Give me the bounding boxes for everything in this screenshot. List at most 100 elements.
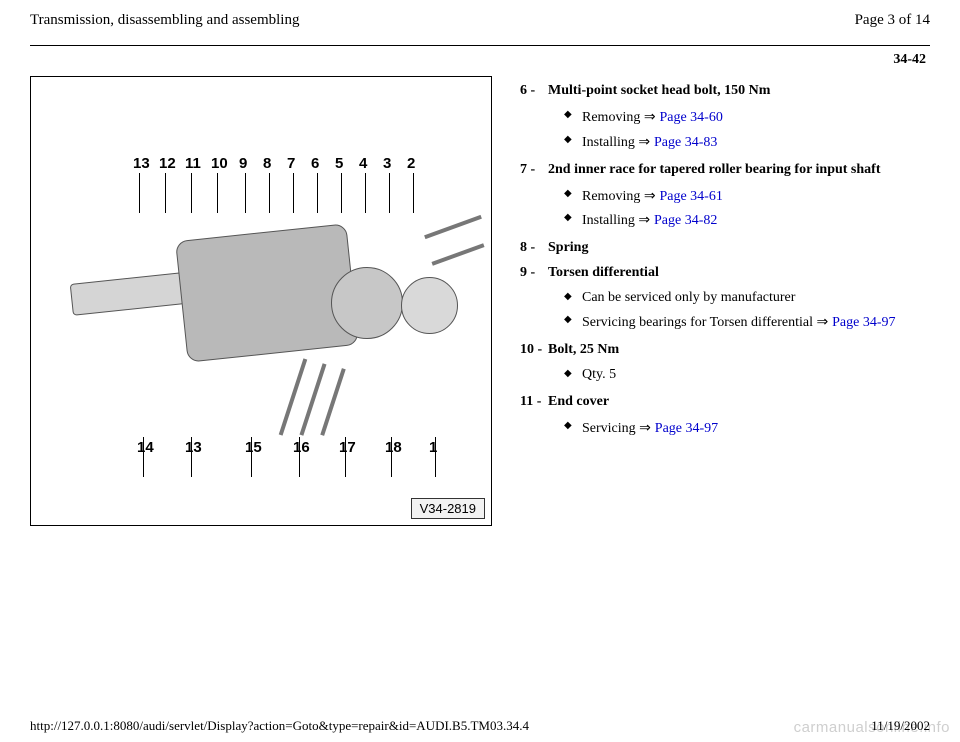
header-rule [30, 45, 930, 46]
figure-caption: V34-2819 [411, 498, 485, 519]
legend-bullet: Removing ⇒ Page 34-60 [564, 105, 896, 130]
figure-leader-line [365, 173, 366, 213]
figure-leader-line [345, 437, 346, 477]
figure-leader-line [217, 173, 218, 213]
legend-item-number: 6 - [520, 82, 548, 101]
footer-date: 11/19/2002 [871, 718, 930, 734]
legend-bullet-text: Can be serviced only by manufacturer [582, 290, 795, 305]
legend-bullet-text: Qty. 5 [582, 367, 616, 382]
header-page-indicator: Page 3 of 14 [855, 12, 930, 29]
figure-leader-line [317, 173, 318, 213]
legend-item-heading: 9 -Torsen differential [520, 264, 896, 283]
figure-callout: 17 [339, 439, 356, 456]
legend-bullet-text: Installing [582, 213, 638, 228]
parts-legend: 6 -Multi-point socket head bolt, 150 Nm R… [520, 76, 896, 446]
legend-bullet: Can be serviced only by manufacturer [564, 287, 896, 310]
legend-bullet: Servicing ⇒ Page 34-97 [564, 416, 896, 441]
figure-leader-line [389, 173, 390, 213]
legend-bullet-text: Removing [582, 189, 644, 204]
figure-leader-line [245, 173, 246, 213]
legend-bullet: Removing ⇒ Page 34-61 [564, 184, 896, 209]
page-reference-link[interactable]: Page 34-60 [659, 110, 722, 125]
figure-leader-line [341, 173, 342, 213]
figure-bolt [320, 368, 345, 436]
legend-item-heading: 11 -End cover [520, 393, 896, 412]
footer-url: http://127.0.0.1:8080/audi/servlet/Displ… [30, 718, 529, 734]
figure-callout: 1 [429, 439, 437, 456]
legend-bullet-text: Servicing bearings for Torsen differenti… [582, 315, 817, 330]
legend-bullet-text: Removing [582, 110, 644, 125]
figure-callout: 18 [385, 439, 402, 456]
figure-callout: 11 [185, 155, 201, 172]
figure-leader-line [293, 173, 294, 213]
page-code: 34-42 [30, 52, 930, 68]
legend-item-bullets: Qty. 5 [520, 364, 896, 387]
legend-bullet: Installing ⇒ Page 34-82 [564, 208, 896, 233]
figure-callout: 12 [159, 155, 176, 172]
figure-callout: 13 [133, 155, 150, 172]
legend-item-title: Spring [548, 239, 896, 258]
legend-bullet-text: Installing [582, 135, 638, 150]
figure-leader-line [165, 173, 166, 213]
figure-callout: 15 [245, 439, 262, 456]
arrow-icon: ⇒ [638, 211, 654, 227]
legend-item-bullets: Can be serviced only by manufacturer Serv… [520, 287, 896, 335]
arrow-icon: ⇒ [638, 133, 654, 149]
figure-callout: 5 [335, 155, 343, 172]
figure-leader-line [299, 437, 300, 477]
page-reference-link[interactable]: Page 34-97 [655, 421, 718, 436]
legend-item-heading: 6 -Multi-point socket head bolt, 150 Nm [520, 82, 896, 101]
legend-bullet: Servicing bearings for Torsen differenti… [564, 310, 896, 335]
figure-leader-line [191, 437, 192, 477]
figure-end-cover [401, 277, 458, 334]
arrow-icon: ⇒ [644, 108, 660, 124]
figure-callout: 10 [211, 155, 228, 172]
figure-callout: 3 [383, 155, 391, 172]
page-header: Transmission, disassembling and assembli… [30, 12, 930, 35]
arrow-icon: ⇒ [639, 419, 655, 435]
legend-bullet-text: Servicing [582, 421, 639, 436]
legend-item-number: 11 - [520, 393, 548, 412]
legend-bullet: Installing ⇒ Page 34-83 [564, 130, 896, 155]
legend-item-heading: 8 -Spring [520, 239, 896, 258]
figure-callout: 4 [359, 155, 367, 172]
figure-leader-line [391, 437, 392, 477]
legend-item-heading: 10 -Bolt, 25 Nm [520, 341, 896, 360]
legend-item-number: 8 - [520, 239, 548, 258]
page-reference-link[interactable]: Page 34-97 [832, 315, 895, 330]
legend-bullet: Qty. 5 [564, 364, 896, 387]
figure-callout: 2 [407, 155, 415, 172]
figure-leader-line [191, 173, 192, 213]
figure-callout: 6 [311, 155, 319, 172]
exploded-view-figure: 13 12 11 10 98765432 14 13 15 16 17 18 1 V34-2819 [30, 76, 492, 526]
legend-item-bullets: Removing ⇒ Page 34-60Installing ⇒ Page 3… [520, 105, 896, 155]
figure-bolt [424, 215, 482, 239]
legend-item-title: End cover [548, 393, 896, 412]
figure-bolt [431, 243, 484, 266]
legend-item-number: 7 - [520, 161, 548, 180]
legend-item-number: 9 - [520, 264, 548, 283]
figure-callout: 7 [287, 155, 295, 172]
page-reference-link[interactable]: Page 34-83 [654, 135, 717, 150]
figure-leader-line [269, 173, 270, 213]
page-footer: http://127.0.0.1:8080/audi/servlet/Displ… [30, 718, 930, 734]
figure-callout: 13 [185, 439, 202, 456]
legend-item-title: Bolt, 25 Nm [548, 341, 896, 360]
header-title: Transmission, disassembling and assembli… [30, 12, 299, 29]
figure-leader-line [143, 437, 144, 477]
legend-item-title: Torsen differential [548, 264, 896, 283]
page-reference-link[interactable]: Page 34-82 [654, 213, 717, 228]
legend-item-number: 10 - [520, 341, 548, 360]
legend-item-title: 2nd inner race for tapered roller bearin… [548, 161, 896, 180]
legend-item-heading: 7 -2nd inner race for tapered roller bea… [520, 161, 896, 180]
figure-callout: 16 [293, 439, 310, 456]
figure-callout: 8 [263, 155, 271, 172]
figure-callout: 14 [137, 439, 154, 456]
page-reference-link[interactable]: Page 34-61 [659, 189, 722, 204]
figure-differential [331, 267, 403, 339]
figure-leader-line [139, 173, 140, 213]
figure-leader-line [435, 437, 436, 477]
figure-leader-line [251, 437, 252, 477]
legend-item-title: Multi-point socket head bolt, 150 Nm [548, 82, 896, 101]
figure-callout: 9 [239, 155, 247, 172]
